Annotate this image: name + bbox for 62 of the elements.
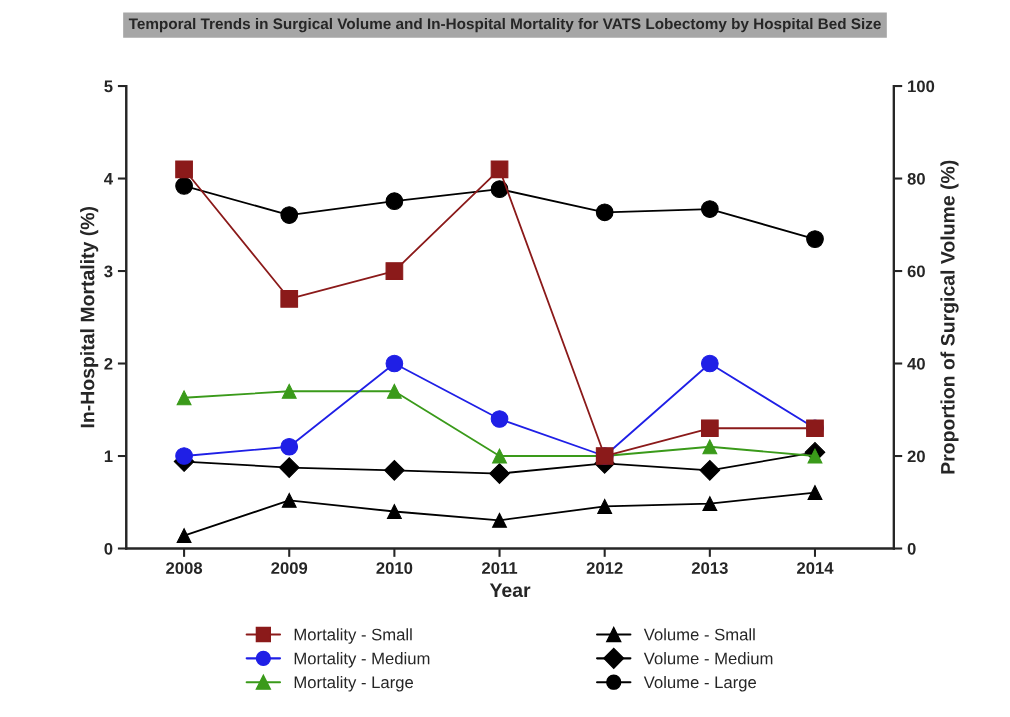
point [702,496,718,512]
x-tick-label: 2008 [166,562,203,574]
point [595,203,614,222]
y-tick-label: 3 [104,265,113,278]
point [700,200,719,218]
point [702,439,718,455]
y2-tick-label: 100 [908,80,935,93]
point [490,180,509,199]
point [490,410,509,428]
point [176,390,192,406]
point [385,192,404,211]
y2-tick-label: 0 [907,542,916,555]
point [384,460,405,481]
y2-tick-label: 20 [907,450,925,463]
legend-label: Volume - Small [643,628,755,641]
point [386,504,402,519]
y2-tick-label: 60 [907,265,925,278]
point [806,230,824,248]
y-tick-label: 4 [104,173,113,185]
x-tick-label: 2009 [271,562,308,574]
chart-title: Temporal Trends in Surgical Volume and In-Hospital Mortality for VATS Lobectomy by Hospital Bed Size [128,17,881,33]
y-axis-title: In-Hospital Mortality (%) [80,206,99,428]
point [385,262,404,280]
point [492,512,507,528]
point [175,160,193,179]
y-tick-label: 1 [104,450,113,463]
y2-axis-title: Proportion of Surgical Volume (%) [940,160,959,474]
point [386,383,402,399]
point [280,206,299,224]
point [281,492,297,508]
legend-label: Mortality - Large [294,675,414,692]
y2-tick-label: 80 [907,172,925,185]
point [385,354,404,373]
y-tick-label: 2 [104,357,113,370]
point [492,448,507,464]
point [281,383,297,399]
point [597,498,613,514]
point [699,460,721,481]
legend-label: Mortality - Medium [294,652,430,668]
point [176,528,192,544]
point [280,437,299,456]
point [278,457,300,478]
point [807,485,823,501]
legend-label: Mortality - Small [294,628,412,644]
point [175,447,193,465]
x-tick-label: 2012 [586,562,623,574]
point [490,160,509,179]
y-tick-label: 5 [104,80,113,93]
x-tick-label: 2010 [376,562,413,574]
x-tick-label: 2013 [691,562,728,574]
point [700,354,719,373]
y-tick-label: 0 [104,542,113,555]
point [489,463,510,484]
legend-label: Volume - Large [643,675,757,692]
point [280,289,299,308]
legend-label: Volume - Medium [643,652,773,665]
point [700,419,719,438]
y2-tick-label: 40 [907,357,925,370]
x-tick-label: 2014 [797,562,834,574]
point [175,177,193,195]
x-tick-label: 2011 [482,562,518,574]
x-axis-title: Year [489,583,531,598]
